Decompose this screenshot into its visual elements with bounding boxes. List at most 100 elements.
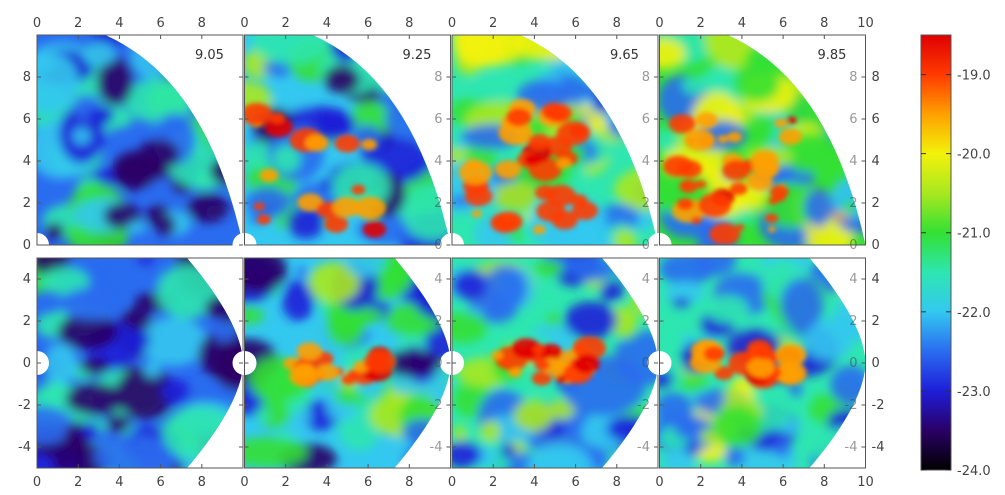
y-tick-label: 8 — [872, 70, 880, 85]
y-tick-label: 6 — [642, 112, 650, 127]
x-tick-label: 2 — [697, 475, 705, 490]
y-tick-label: -2 — [430, 398, 443, 413]
y-tick-label: 8 — [642, 70, 650, 85]
y-tick-label: 2 — [434, 196, 442, 211]
x-tick-label: 2 — [74, 475, 82, 490]
x-tick-label: 6 — [156, 16, 164, 31]
x-tick-label: 0 — [655, 16, 663, 31]
x-tick-label: 2 — [282, 475, 290, 490]
colorbar-tick-label: -22.0 — [957, 306, 991, 321]
y-tick-label: 4 — [434, 272, 442, 287]
y-tick-label: 2 — [849, 314, 857, 329]
x-tick-label: 0 — [448, 475, 456, 490]
y-tick-label: 4 — [849, 154, 857, 169]
x-tick-label: 6 — [364, 16, 372, 31]
y-tick-label: 4 — [23, 272, 31, 287]
x-tick-label: 2 — [282, 16, 290, 31]
time-label: 9.05 — [195, 48, 224, 63]
density-field — [244, 35, 451, 245]
density-field — [452, 35, 658, 245]
axes-ticks: 0 2 4 6 8 0 2 4 6 8 0 2 4 6 8 0 2 4 6 8 0 2 4 6 8 0 2 4 6 8 0 2 4 6 8 10 0 2 4… — [18, 16, 884, 490]
y-tick-label: 4 — [872, 272, 880, 287]
y-tick-label: -2 — [872, 398, 885, 413]
y-tick-label: 0 — [642, 356, 650, 371]
density-field — [659, 35, 866, 245]
time-label: 9.25 — [403, 48, 432, 63]
y-tick-label: 6 — [23, 112, 31, 127]
x-tick-label: 0 — [655, 475, 663, 490]
x-tick-label: 10 — [857, 16, 874, 31]
panel-frame — [36, 34, 244, 246]
x-tick-label: 6 — [571, 16, 579, 31]
y-tick-label: 0 — [872, 356, 880, 371]
panel-top-2: 9.25 — [232, 34, 451, 257]
x-tick-label: 8 — [405, 475, 413, 490]
y-tick-label: 0 — [434, 356, 442, 371]
panel-frame — [451, 34, 659, 246]
y-tick-label: -2 — [637, 398, 650, 413]
y-tick-label: -4 — [845, 440, 858, 455]
y-tick-label: 2 — [849, 196, 857, 211]
x-tick-label: 4 — [738, 16, 746, 31]
y-tick-label: 0 — [849, 238, 857, 253]
x-tick-label: 0 — [240, 475, 248, 490]
x-tick-label: 6 — [364, 475, 372, 490]
x-tick-label: 10 — [857, 475, 874, 490]
x-tick-label: 4 — [738, 475, 746, 490]
panel-top-1: 9.05 — [25, 34, 244, 257]
y-tick-label: 0 — [23, 238, 31, 253]
y-tick-label: 4 — [23, 154, 31, 169]
y-tick-label: 0 — [849, 356, 857, 371]
y-tick-label: 4 — [642, 272, 650, 287]
x-tick-label: 4 — [530, 16, 538, 31]
colorbar: -19.0 -20.0 -21.0 -22.0 -23.0 -24.0 — [920, 34, 991, 479]
y-tick-label: 4 — [849, 272, 857, 287]
y-tick-label: 8 — [23, 70, 31, 85]
density-field — [37, 35, 243, 245]
panel-frame — [659, 34, 866, 246]
y-tick-label: 2 — [642, 196, 650, 211]
x-tick-label: 8 — [820, 475, 828, 490]
colorbar-tick-label: -21.0 — [957, 227, 991, 242]
x-tick-label: 2 — [489, 16, 497, 31]
y-tick-label: 0 — [872, 238, 880, 253]
y-tick-label: 2 — [872, 196, 880, 211]
x-tick-label: 0 — [240, 16, 248, 31]
x-tick-label: 4 — [323, 16, 331, 31]
y-tick-label: -2 — [845, 398, 858, 413]
y-tick-label: 4 — [642, 154, 650, 169]
y-tick-label: -4 — [872, 440, 885, 455]
colorbar-tick-label: -24.0 — [957, 464, 991, 479]
x-tick-label: 2 — [74, 16, 82, 31]
y-tick-label: 8 — [849, 70, 857, 85]
y-tick-label: -4 — [18, 440, 31, 455]
y-tick-label: 6 — [872, 112, 880, 127]
y-tick-label: 6 — [849, 112, 857, 127]
y-tick-label: -2 — [18, 398, 31, 413]
y-tick-label: 4 — [872, 154, 880, 169]
x-tick-label: 8 — [613, 16, 621, 31]
x-tick-label: 4 — [323, 475, 331, 490]
x-tick-label: 2 — [489, 475, 497, 490]
x-tick-label: 2 — [697, 16, 705, 31]
time-label: 9.65 — [610, 48, 639, 63]
x-tick-label: 8 — [198, 16, 206, 31]
y-tick-label: 0 — [642, 238, 650, 253]
x-tick-label: 4 — [115, 475, 123, 490]
colorbar-tick-label: -20.0 — [957, 148, 991, 163]
y-tick-label: 2 — [23, 196, 31, 211]
colorbar-tick-label: -23.0 — [957, 385, 991, 400]
x-tick-label: 8 — [198, 475, 206, 490]
x-tick-label: 6 — [571, 475, 579, 490]
x-tick-label: 8 — [405, 16, 413, 31]
x-tick-label: 8 — [820, 16, 828, 31]
y-tick-label: 6 — [434, 112, 442, 127]
x-tick-label: 4 — [115, 16, 123, 31]
y-tick-label: 0 — [23, 356, 31, 371]
x-tick-label: 4 — [530, 475, 538, 490]
time-label: 9.85 — [818, 48, 847, 63]
panel-grid: 9.05 9.25 9.65 9.85 — [25, 34, 866, 469]
x-tick-label: 6 — [779, 475, 787, 490]
y-tick-label: 2 — [872, 314, 880, 329]
